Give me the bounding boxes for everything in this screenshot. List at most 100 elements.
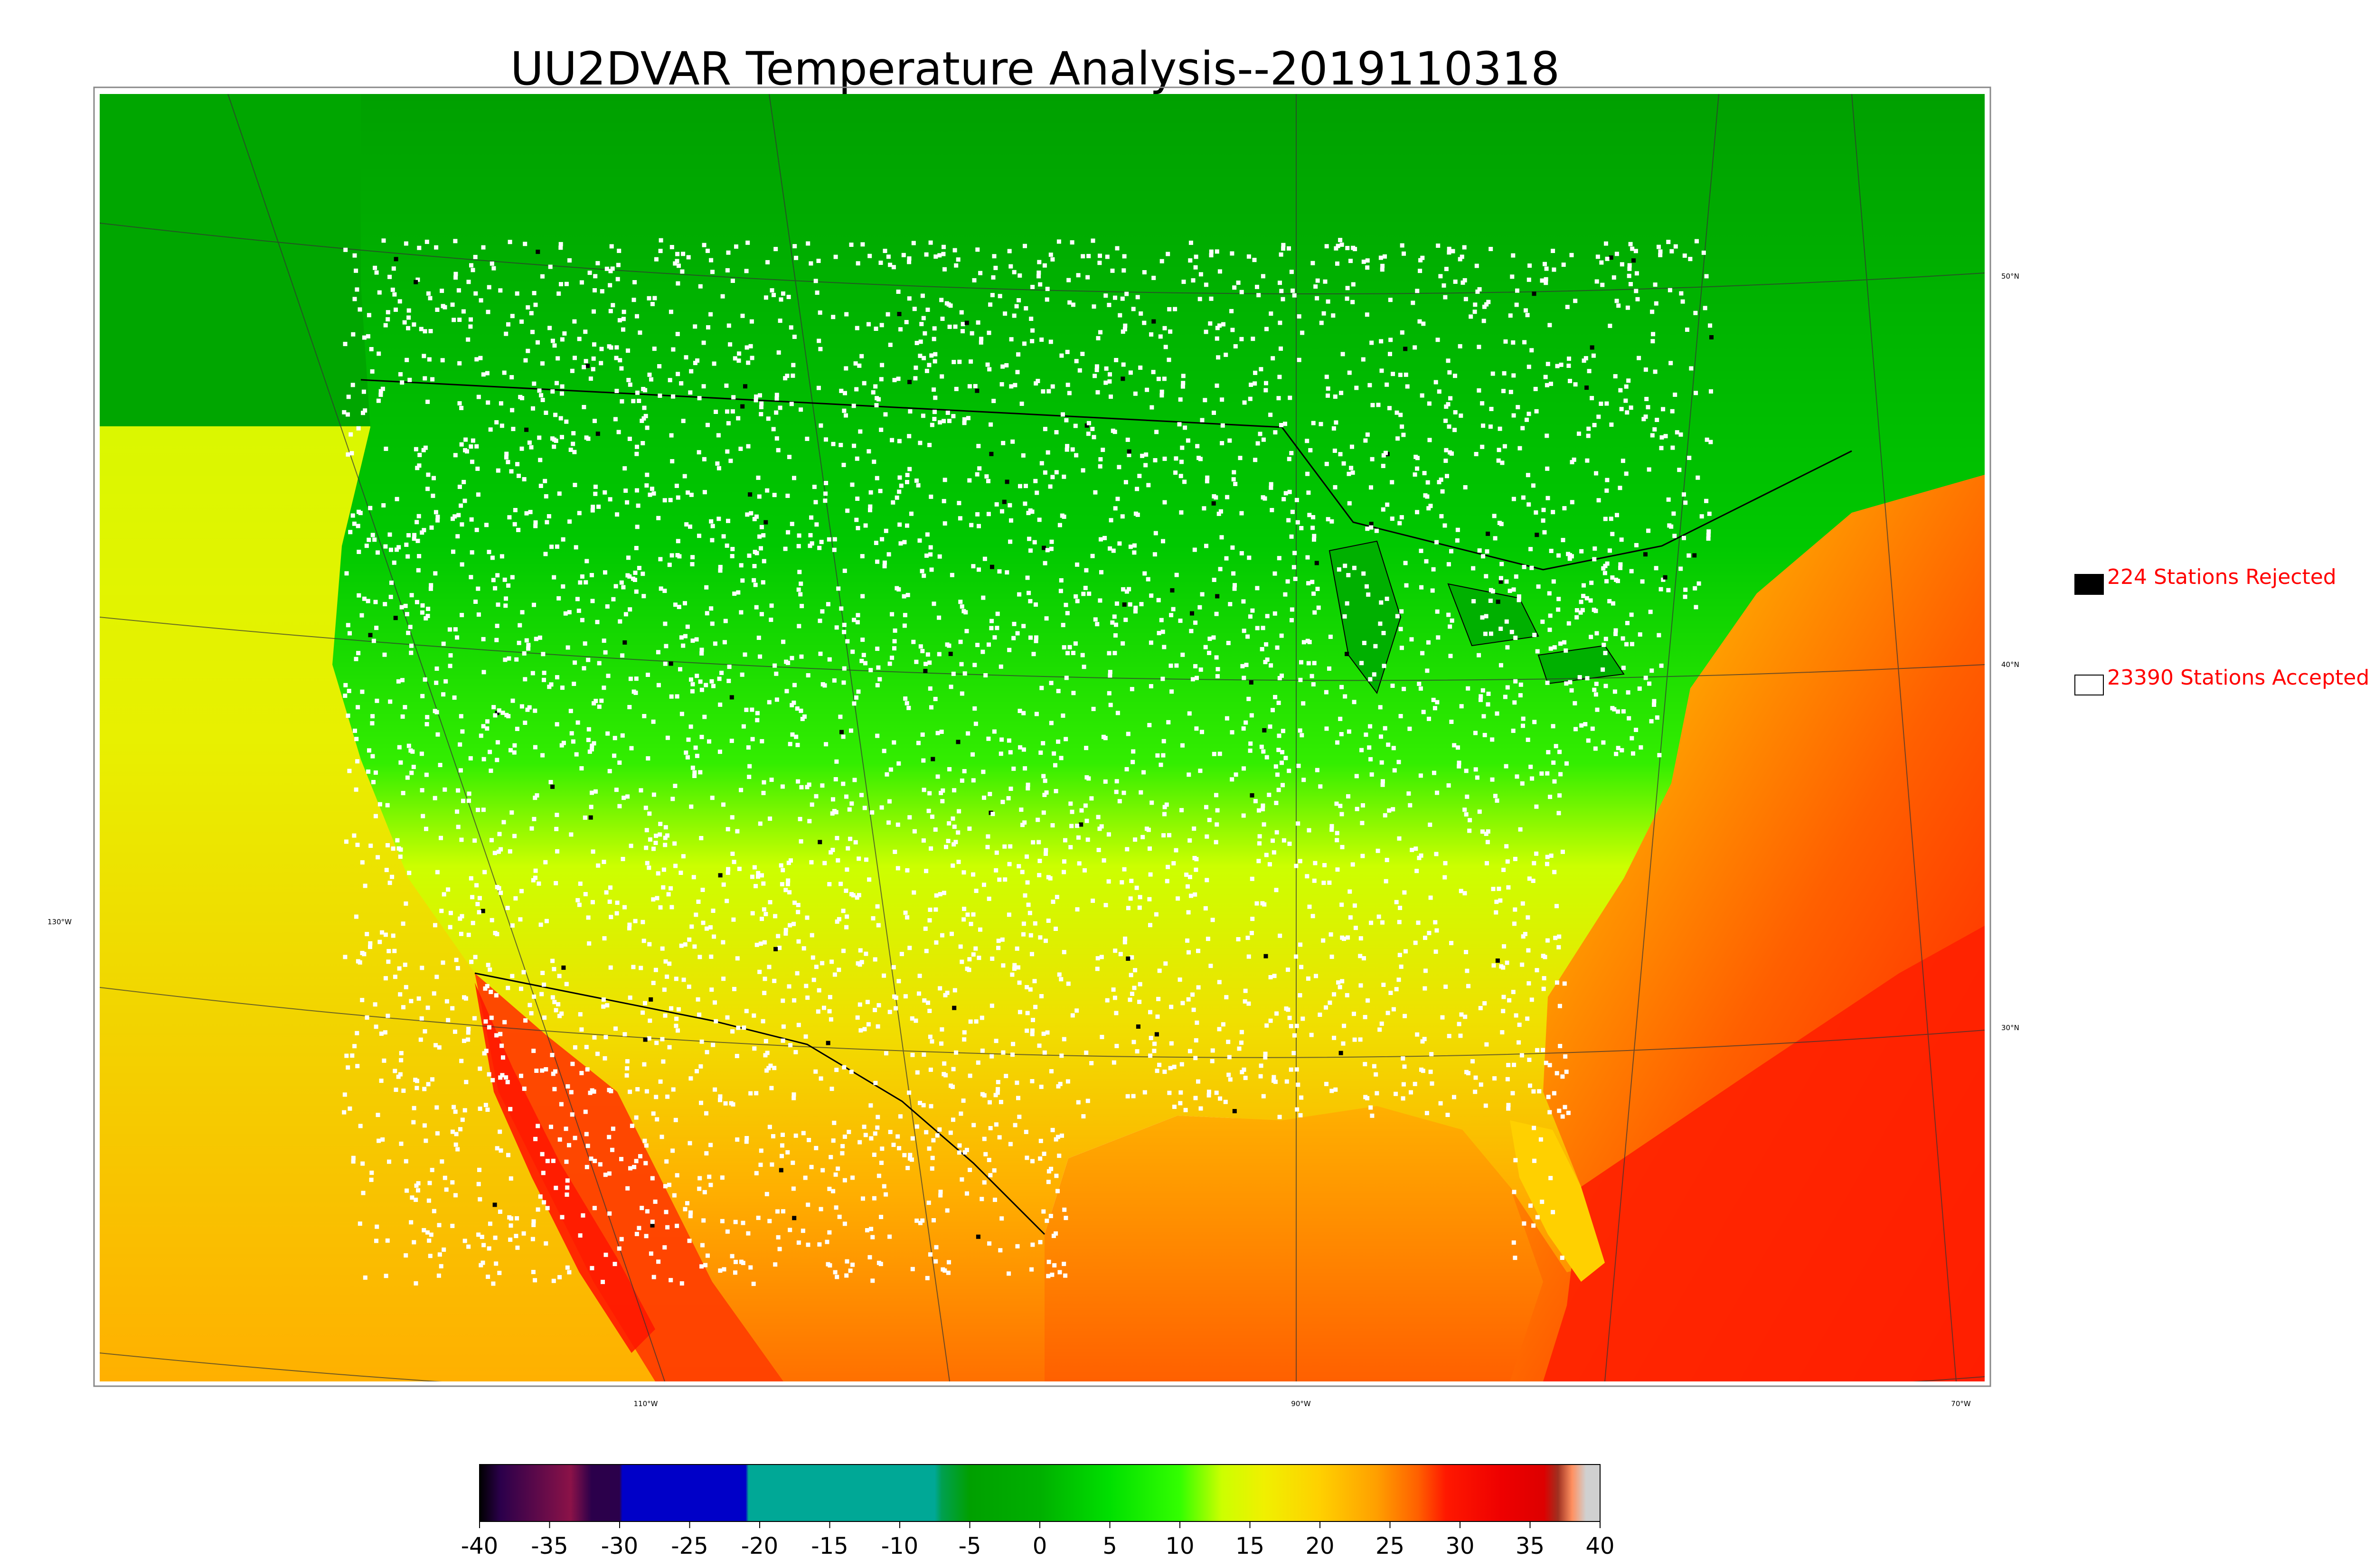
station-marker: [1002, 844, 1007, 849]
station-marker: [1146, 577, 1150, 582]
station-marker: [493, 1235, 498, 1240]
station-marker: [420, 610, 424, 615]
station-marker: [471, 438, 475, 443]
station-marker: [792, 335, 797, 339]
station-marker: [404, 901, 408, 906]
station-marker: [1041, 1032, 1046, 1036]
station-marker: [671, 347, 676, 352]
station-marker: [1209, 253, 1214, 258]
station-marker: [756, 871, 761, 875]
station-marker: [1214, 1090, 1219, 1095]
station-marker: [798, 817, 802, 821]
station-marker: [650, 302, 655, 306]
station-marker: [1022, 820, 1027, 825]
station-marker: [458, 1127, 462, 1132]
station-marker: [1090, 554, 1095, 558]
station-marker: [690, 682, 695, 686]
station-marker: [1706, 529, 1711, 534]
station-marker: [1272, 611, 1277, 616]
station-marker: [1095, 622, 1100, 627]
station-marker: [539, 393, 544, 398]
station-marker: [1609, 516, 1613, 521]
station-marker: [1120, 296, 1125, 301]
station-marker: [600, 289, 604, 294]
station-marker: [1609, 255, 1613, 260]
station-marker: [1031, 840, 1036, 845]
station-marker: [1457, 764, 1461, 769]
station-marker: [957, 501, 961, 506]
station-marker: [979, 340, 983, 345]
station-marker: [1099, 570, 1103, 574]
station-marker: [1167, 357, 1171, 362]
station-marker: [592, 1089, 596, 1094]
station-marker: [439, 836, 443, 840]
station-marker: [646, 673, 650, 677]
station-marker: [956, 257, 961, 262]
station-marker: [1627, 716, 1631, 721]
station-marker: [1223, 1099, 1228, 1104]
station-marker: [1149, 800, 1154, 805]
station-marker: [1385, 1011, 1390, 1015]
station-marker: [990, 293, 995, 298]
station-marker: [520, 396, 525, 401]
station-marker: [688, 1141, 692, 1145]
station-marker: [1447, 1033, 1451, 1038]
station-marker: [411, 765, 416, 769]
station-marker: [820, 682, 825, 686]
station-marker: [1579, 549, 1584, 554]
station-marker: [1480, 401, 1485, 406]
station-marker: [495, 885, 499, 890]
station-marker: [1376, 403, 1381, 407]
station-marker: [509, 1223, 513, 1228]
station-marker: [685, 755, 690, 760]
station-marker: [1226, 1040, 1231, 1044]
station-marker: [503, 603, 508, 608]
station-marker: [995, 611, 1000, 616]
map-panel: [100, 94, 1985, 1381]
station-marker: [1244, 720, 1248, 725]
station-marker: [586, 738, 591, 742]
station-marker: [378, 393, 383, 397]
station-marker: [528, 510, 533, 515]
station-marker: [368, 633, 373, 638]
station-marker: [1249, 930, 1254, 935]
station-marker: [678, 871, 683, 875]
station-marker: [1133, 605, 1138, 610]
station-marker: [1039, 685, 1044, 690]
station-marker: [1269, 482, 1273, 487]
station-marker: [459, 931, 463, 936]
station-marker: [514, 657, 519, 662]
station-marker: [1074, 594, 1078, 599]
station-marker: [1241, 599, 1246, 604]
station-marker: [1526, 502, 1531, 507]
station-marker: [343, 694, 348, 698]
station-marker: [386, 959, 391, 964]
station-marker: [789, 325, 793, 330]
station-marker: [677, 605, 681, 609]
station-marker: [631, 965, 636, 969]
station-marker: [1486, 300, 1491, 304]
station-marker: [1505, 1077, 1510, 1081]
station-marker: [1180, 1001, 1185, 1005]
station-marker: [415, 1079, 419, 1083]
station-marker: [930, 1166, 934, 1171]
station-marker: [1193, 892, 1197, 897]
station-marker: [557, 491, 562, 496]
station-marker: [1215, 822, 1219, 827]
station-marker: [699, 651, 704, 656]
station-marker: [741, 724, 746, 729]
station-marker: [647, 1036, 651, 1041]
station-marker: [374, 1024, 378, 1029]
station-marker: [1666, 497, 1671, 502]
station-marker: [546, 514, 551, 518]
station-marker: [732, 592, 737, 596]
station-marker: [1279, 252, 1283, 257]
station-marker: [987, 1158, 991, 1162]
station-marker: [601, 1279, 605, 1284]
station-marker: [1332, 449, 1337, 453]
station-marker: [603, 1173, 608, 1177]
station-marker: [930, 1039, 934, 1044]
station-marker: [1503, 339, 1508, 344]
station-marker: [505, 906, 510, 911]
station-marker: [958, 600, 963, 604]
